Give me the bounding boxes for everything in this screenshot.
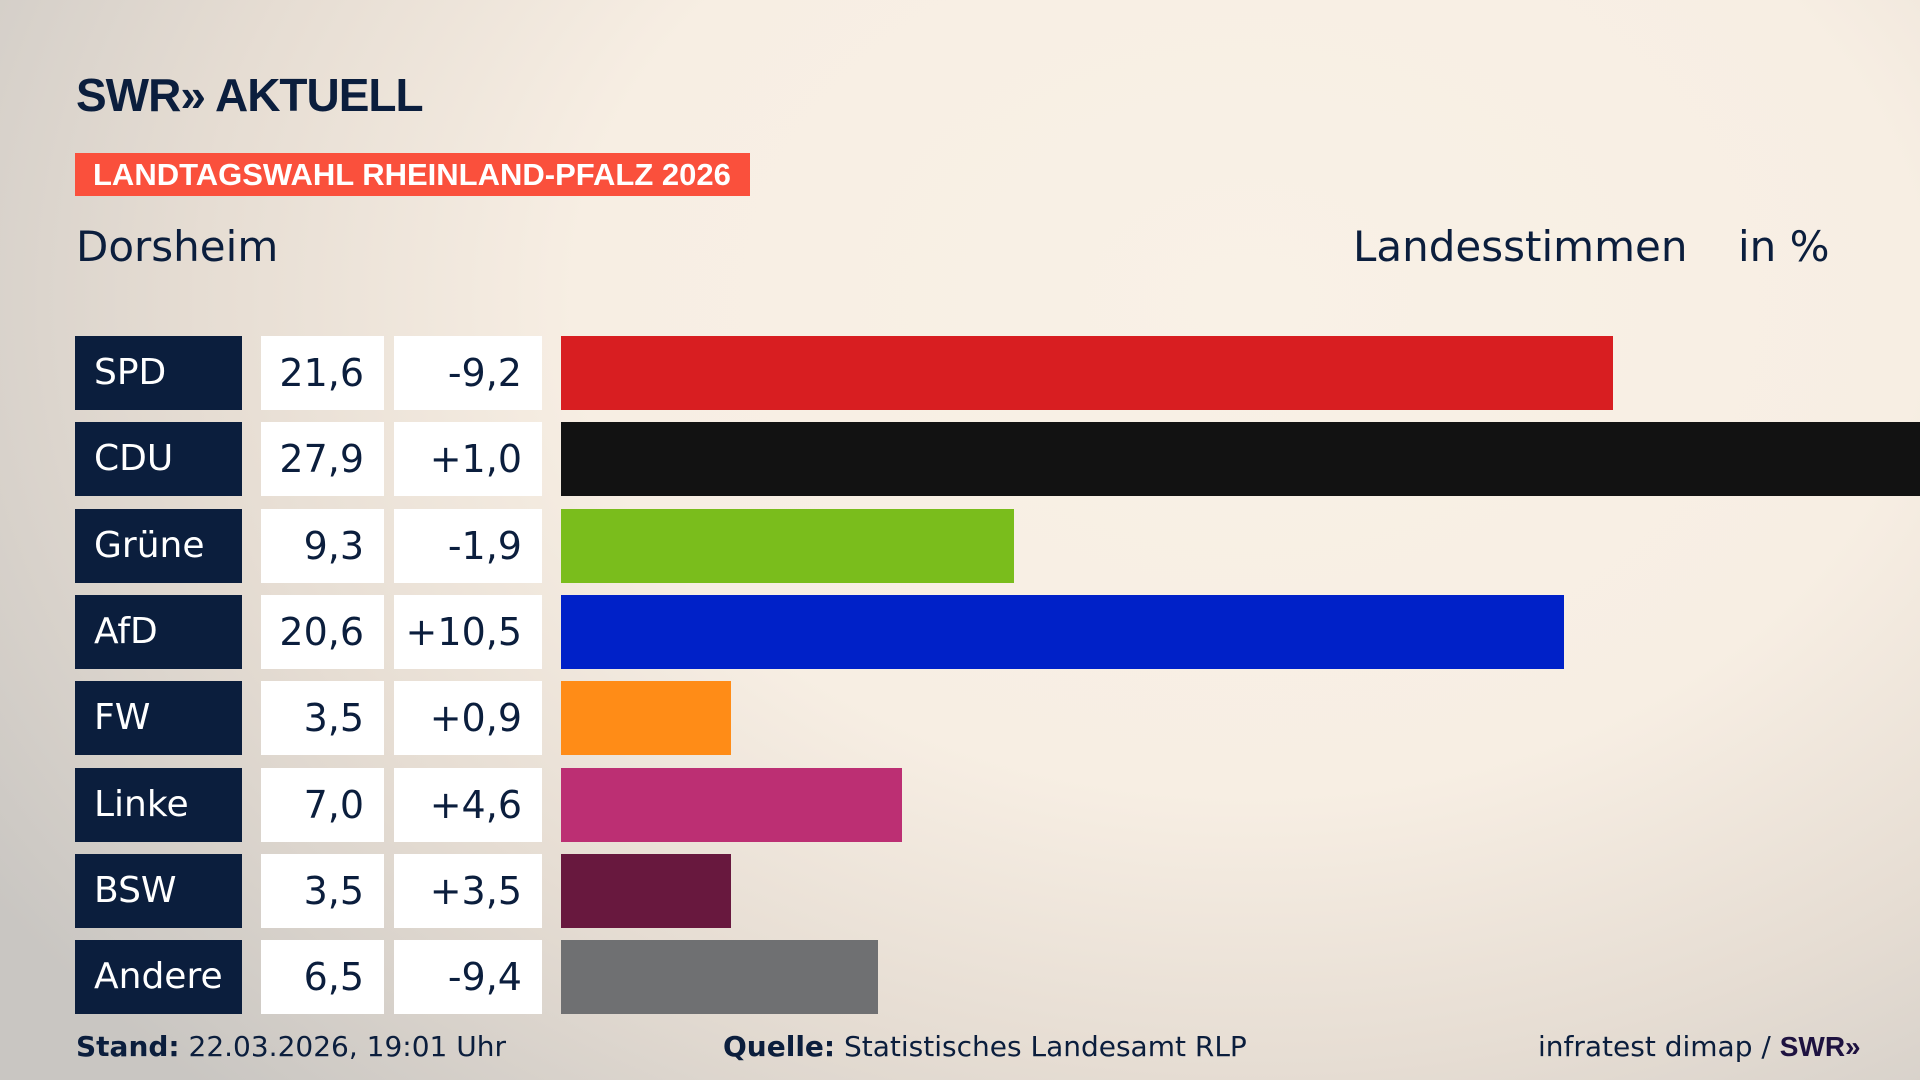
value-label: 9,3: [261, 508, 384, 583]
diff-label: -9,4: [394, 940, 542, 1015]
bar-fw: [561, 681, 732, 756]
bar-linke: [561, 767, 902, 842]
party-label: SPD: [75, 336, 242, 410]
bar-cdu: [561, 422, 1920, 497]
diff-label: +3,5: [394, 853, 542, 928]
party-label: BSW: [75, 853, 242, 928]
place-title: Dorsheim: [76, 222, 279, 271]
value-label: 6,5: [261, 940, 384, 1015]
party-label: FW: [75, 681, 242, 756]
stand-value: 22.03.2026, 19:01 Uhr: [179, 1030, 506, 1063]
bar-spd: [561, 336, 1614, 410]
value-label: 3,5: [261, 853, 384, 928]
value-label: 20,6: [261, 594, 384, 669]
value-label: 7,0: [261, 767, 384, 842]
party-label: Grüne: [75, 508, 242, 583]
party-label: AfD: [75, 594, 242, 669]
value-label: 27,9: [261, 422, 384, 497]
bar-bsw: [561, 853, 732, 928]
measure-label: Landesstimmen: [1353, 222, 1688, 271]
diff-label: -1,9: [394, 508, 542, 583]
party-label: Linke: [75, 767, 242, 842]
value-label: 3,5: [261, 681, 384, 756]
credit-text: infratest dimap /: [1538, 1030, 1780, 1063]
unit-label: in %: [1738, 222, 1830, 271]
source: Quelle: Statistisches Landesamt RLP: [723, 1030, 1247, 1063]
election-banner: LANDTAGSWAHL RHEINLAND-PFALZ 2026: [75, 153, 750, 196]
diff-label: +0,9: [394, 681, 542, 756]
swr-logo: SWR»: [1779, 1031, 1861, 1062]
swr-aktuell-logo: SWR» AKTUELL: [76, 69, 424, 121]
diff-label: +10,5: [394, 594, 542, 669]
source-label: Quelle:: [723, 1030, 836, 1063]
bar-andere: [561, 940, 878, 1015]
bar-grüne: [561, 508, 1014, 583]
timestamp: Stand: 22.03.2026, 19:01 Uhr: [76, 1030, 506, 1063]
source-value: Statistisches Landesamt RLP: [835, 1030, 1247, 1063]
bar-afd: [561, 594, 1565, 669]
diff-label: +4,6: [394, 767, 542, 842]
stand-label: Stand:: [76, 1030, 180, 1063]
party-label: Andere: [75, 940, 242, 1015]
party-label: CDU: [75, 422, 242, 497]
value-label: 21,6: [261, 336, 384, 410]
diff-label: -9,2: [394, 336, 542, 410]
credit: infratest dimap / SWR»: [1538, 1030, 1861, 1063]
diff-label: +1,0: [394, 422, 542, 497]
